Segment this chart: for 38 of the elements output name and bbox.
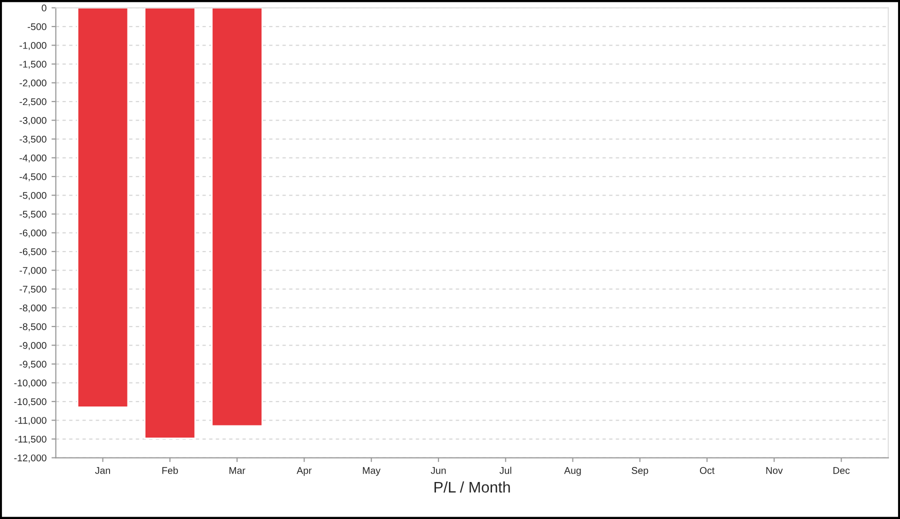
y-tick-label: -4,500 [20, 173, 46, 182]
y-tick-label: -2,500 [20, 98, 46, 106]
y-tick-label: -3,000 [20, 117, 46, 126]
y-tick-label: -500 [28, 23, 46, 30]
y-tick-label: -1,000 [20, 42, 46, 50]
y-tick-label: -11,500 [14, 436, 46, 444]
y-tick-label: -8,500 [20, 323, 46, 332]
y-tick-label: -6,000 [20, 230, 46, 238]
x-tick-label: Dec [833, 467, 850, 474]
y-tick-label: -6,500 [20, 248, 46, 256]
x-tick-label: May [362, 467, 381, 476]
x-tick-label: Sep [632, 467, 648, 476]
y-tick-label: -3,500 [20, 136, 46, 144]
y-tick-label: -8,000 [20, 304, 46, 313]
y-tick-label: -5,500 [20, 210, 46, 219]
y-tick-label: -7,000 [20, 267, 46, 276]
y-tick-label: -12,000 [14, 454, 46, 463]
y-tick-label: -2,000 [20, 80, 46, 88]
x-tick-label: Mar [229, 467, 246, 474]
x-tick-label: Apr [296, 467, 312, 476]
y-tick-label: -11,000 [14, 416, 46, 426]
x-tick-label: Jun [430, 467, 446, 474]
y-tick-label: -10,000 [14, 379, 46, 388]
x-tick-label: Feb [162, 466, 178, 474]
y-tick-label: -10,500 [14, 398, 46, 406]
x-tick-label: Aug [564, 467, 581, 476]
y-tick-label: -9,500 [20, 360, 46, 369]
y-tick-label: -1,500 [20, 60, 46, 69]
y-tick-label: -4,000 [20, 154, 46, 163]
x-tick-label: Nov [766, 467, 783, 474]
y-tick-label: -7,500 [20, 286, 46, 294]
x-tick-label: Jul [500, 466, 512, 474]
y-tick-label: 0 [42, 4, 46, 12]
y-tick-label: -9,000 [20, 342, 46, 350]
y-tick-label: -5,000 [20, 192, 46, 200]
x-tick-label: Jan [95, 467, 110, 474]
x-axis-title: P/L / Month [434, 481, 510, 493]
x-tick-label: Oct [700, 467, 715, 474]
